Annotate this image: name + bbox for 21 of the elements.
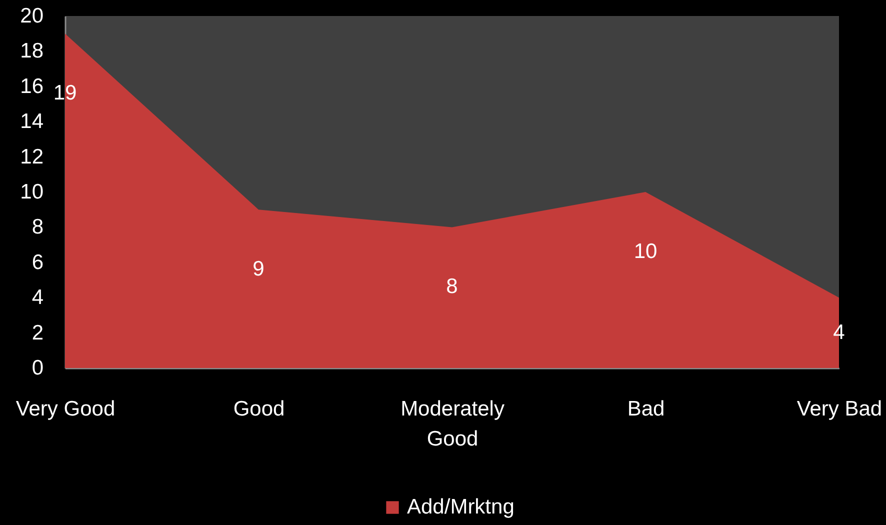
y-tick-label: 10 <box>20 180 44 204</box>
x-tick-label: Bad <box>627 398 665 420</box>
x-tick-label: Good <box>233 398 285 420</box>
x-tick-label: Moderately Good <box>400 398 505 450</box>
data-label: 8 <box>446 275 458 298</box>
data-label: 9 <box>252 258 264 281</box>
y-tick-label: 2 <box>32 321 44 344</box>
y-tick-label: 16 <box>20 74 44 98</box>
y-tick-label: 8 <box>32 216 44 239</box>
data-label: 10 <box>634 240 658 263</box>
y-tick-label: 6 <box>32 250 44 274</box>
y-tick-label: 14 <box>20 110 44 134</box>
y-tick-label: 20 <box>20 4 44 28</box>
legend-label: Add/Mrktng <box>407 496 514 518</box>
y-tick-label: 12 <box>20 145 44 168</box>
x-tick-label: Very Bad <box>796 398 882 420</box>
x-tick-label: Very Good <box>16 398 116 420</box>
y-tick-label: 4 <box>32 286 44 310</box>
y-tick-label: 0 <box>32 356 44 380</box>
y-tick-label: 18 <box>20 40 44 63</box>
data-label: 4 <box>833 320 846 344</box>
